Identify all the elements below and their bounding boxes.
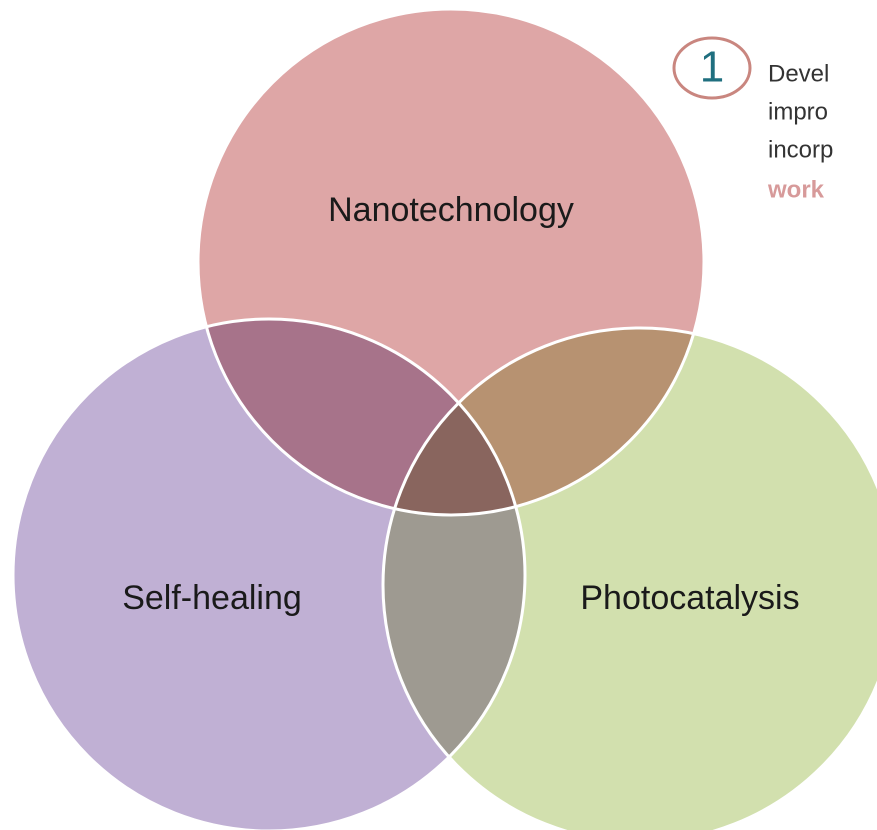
note-line: incorp	[768, 136, 833, 163]
note-emphasis: work	[767, 176, 825, 203]
outline	[11, 317, 527, 830]
outline	[381, 326, 877, 830]
note-line: Devel	[768, 60, 829, 87]
outline	[196, 7, 706, 517]
circle-label: Self-healing	[122, 579, 302, 617]
circle-label: Photocatalysis	[580, 579, 799, 617]
circle-self-healing	[13, 319, 525, 830]
circles	[13, 9, 877, 830]
badge-number: 1	[700, 43, 724, 92]
circle-outlines	[11, 7, 877, 830]
badge	[672, 36, 752, 100]
circle-label: Nanotechnology	[328, 191, 574, 229]
circle-photocatalysis	[383, 328, 877, 830]
note-line: impro	[768, 98, 828, 125]
